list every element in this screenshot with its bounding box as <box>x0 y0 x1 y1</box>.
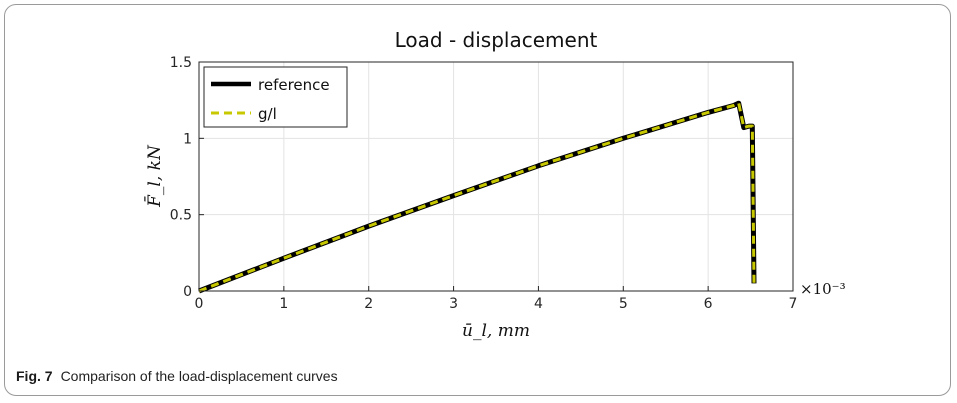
x-axis-multiplier: ×10⁻³ <box>800 280 846 298</box>
figure-caption-text: Comparison of the load-displacement curv… <box>60 368 338 384</box>
legend-box <box>203 66 348 128</box>
legend-label-reference: reference <box>258 76 330 94</box>
x-tick-label: 4 <box>534 296 543 312</box>
x-tick-label: 7 <box>789 296 798 312</box>
x-tick-label: 0 <box>195 296 204 312</box>
chart-title: Load - displacement <box>395 28 598 52</box>
series-line-gl <box>198 101 756 293</box>
figure-label: Fig. 7 <box>16 368 53 384</box>
figure-caption: Fig. 7 Comparison of the load-displacemen… <box>16 368 338 384</box>
y-tick-label: 1.5 <box>170 55 192 71</box>
y-tick-labels: 0 0.5 1 1.5 <box>170 55 192 300</box>
x-tick-label: 6 <box>704 296 713 312</box>
y-axis-label: F̄_l, kN <box>143 144 165 208</box>
x-tick-label: 5 <box>619 296 628 312</box>
y-tick-label: 1 <box>183 131 192 147</box>
legend-label-gl: g/l <box>258 105 277 123</box>
x-tick-label: 1 <box>279 296 288 312</box>
x-tick-labels: 0 1 2 3 4 5 6 7 <box>195 296 798 312</box>
x-tick-label: 2 <box>364 296 373 312</box>
axes-box <box>198 61 794 292</box>
legend: reference g/l <box>203 66 348 128</box>
series-group <box>198 100 757 294</box>
x-axis-label: ū_l, mm <box>462 321 530 341</box>
x-tick-label: 3 <box>449 296 458 312</box>
y-tick-label: 0 <box>183 284 192 300</box>
y-tick-label: 0.5 <box>170 208 192 224</box>
